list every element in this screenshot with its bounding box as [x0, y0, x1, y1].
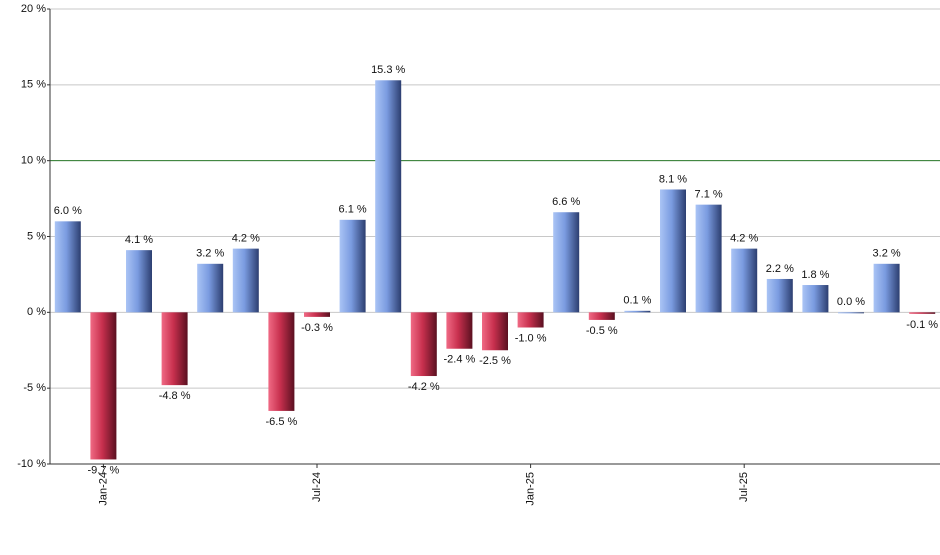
bar: [197, 263, 224, 313]
bar: [517, 312, 544, 328]
value-label: -4.2 %: [408, 381, 440, 393]
bar: [54, 221, 81, 313]
bar: [588, 312, 615, 320]
bar: [909, 312, 936, 314]
y-tick-label: -5 %: [23, 382, 46, 394]
value-label: 0.1 %: [623, 295, 651, 307]
value-label: 7.1 %: [695, 189, 723, 201]
value-label: 6.1 %: [339, 204, 367, 216]
bar: [232, 248, 259, 313]
value-label: 4.2 %: [232, 233, 260, 245]
y-tick-label: 10 %: [21, 155, 46, 167]
value-label: -0.1 %: [906, 319, 938, 331]
bar: [624, 310, 651, 313]
bar: [873, 263, 900, 313]
bar: [766, 278, 793, 313]
bar: [90, 312, 117, 460]
bar: [126, 250, 152, 313]
y-tick-label: 20 %: [21, 3, 46, 15]
value-label: -2.5 %: [479, 355, 511, 367]
value-label: -1.0 %: [515, 332, 547, 344]
value-label: 4.1 %: [125, 234, 153, 246]
value-label: 6.0 %: [54, 205, 82, 217]
value-label: 2.2 %: [766, 263, 794, 275]
bar: [339, 219, 366, 313]
bar: [446, 312, 473, 349]
x-tick-label: Jan-24: [97, 472, 109, 506]
bar: [838, 312, 864, 314]
y-tick-label: 5 %: [27, 230, 46, 242]
y-tick-label: 0 %: [27, 306, 46, 318]
value-label: 0.0 %: [837, 296, 865, 308]
value-label: 1.8 %: [801, 269, 829, 281]
bar: [482, 312, 508, 351]
value-label: 15.3 %: [371, 64, 405, 76]
value-label: -9.7 %: [88, 464, 120, 476]
x-tick-label: Jan-25: [525, 472, 537, 506]
bar: [660, 189, 686, 313]
bar: [304, 312, 330, 317]
x-tick-label: Jul-25: [738, 472, 750, 502]
y-tick-label: 15 %: [21, 79, 46, 91]
value-label: 6.6 %: [552, 196, 580, 208]
value-label: -4.8 %: [159, 390, 191, 402]
bar: [268, 312, 295, 411]
value-label: 8.1 %: [659, 173, 687, 185]
value-label: 3.2 %: [196, 248, 224, 260]
bar: [375, 80, 402, 313]
bar: [731, 248, 758, 313]
value-label: -2.4 %: [444, 354, 476, 366]
x-tick-label: Jul-24: [311, 472, 323, 502]
value-label: -6.5 %: [266, 416, 298, 428]
y-tick-label: -10 %: [17, 458, 46, 470]
value-label: -0.5 %: [586, 325, 618, 337]
bar: [553, 212, 580, 313]
value-label: 3.2 %: [873, 248, 901, 260]
value-label: 4.2 %: [730, 233, 758, 245]
bar: [695, 204, 722, 313]
bar: [161, 312, 188, 386]
bar: [410, 312, 437, 377]
bar: [802, 285, 829, 313]
value-label: -0.3 %: [301, 322, 333, 334]
